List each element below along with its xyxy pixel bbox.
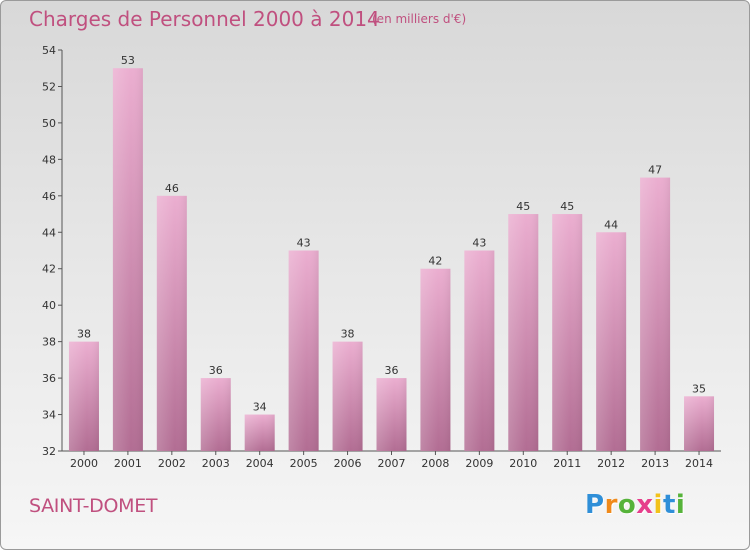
data-label: 35 <box>692 382 706 395</box>
bar-shine <box>200 378 231 451</box>
y-tick-label: 50 <box>42 117 56 130</box>
bar-shine <box>288 250 319 451</box>
bar-shine <box>684 396 715 451</box>
bar-shine <box>420 268 451 451</box>
bars-group <box>68 68 715 452</box>
data-label: 34 <box>253 401 267 414</box>
x-tick-label: 2010 <box>509 457 537 470</box>
y-tick-label: 52 <box>42 80 56 93</box>
x-tick-label: 2012 <box>597 457 625 470</box>
x-tick-label: 2004 <box>246 457 274 470</box>
x-tick-label: 2008 <box>421 457 449 470</box>
x-tick-label: 2006 <box>334 457 362 470</box>
data-label: 45 <box>560 200 574 213</box>
y-tick-label: 40 <box>42 299 56 312</box>
city-name: SAINT-DOMET <box>29 495 158 517</box>
bar-shine <box>552 214 583 451</box>
bar-shine <box>244 414 275 451</box>
bar-shine <box>464 250 495 451</box>
y-tick-label: 36 <box>42 372 56 385</box>
y-tick-label: 42 <box>42 263 56 276</box>
data-label: 42 <box>428 255 442 268</box>
x-tick-label: 2002 <box>158 457 186 470</box>
x-tick-label: 2003 <box>202 457 230 470</box>
y-tick-label: 38 <box>42 336 56 349</box>
bar-shine <box>640 177 671 451</box>
data-label: 43 <box>297 237 311 250</box>
data-label: 47 <box>648 164 662 177</box>
data-label: 38 <box>341 328 355 341</box>
data-label: 36 <box>209 364 223 377</box>
bar-shine <box>332 341 363 451</box>
y-tick-label: 44 <box>42 226 56 239</box>
labels-group: 38 2000 53 2001 46 2002 36 2003 34 2004 43 2005 38 20… <box>70 54 713 470</box>
y-tick-label: 32 <box>42 445 56 458</box>
x-tick-label: 2009 <box>465 457 493 470</box>
x-tick-label: 2011 <box>553 457 581 470</box>
x-tick-label: 2005 <box>290 457 318 470</box>
bar-shine <box>508 214 539 451</box>
data-label: 44 <box>604 218 618 231</box>
data-label: 38 <box>77 328 91 341</box>
y-tick-label: 48 <box>42 153 56 166</box>
chart-subtitle: (en milliers d'€) <box>372 12 467 26</box>
bar-shine <box>68 341 99 451</box>
bar-shine <box>112 68 143 452</box>
y-tick-label: 34 <box>42 409 56 422</box>
proxiti-logo[interactable]: Proxiti <box>585 490 686 520</box>
bar-shine <box>156 195 187 451</box>
x-tick-label: 2007 <box>378 457 406 470</box>
x-tick-label: 2013 <box>641 457 669 470</box>
data-label: 36 <box>385 364 399 377</box>
y-tick-label: 54 <box>42 44 56 57</box>
data-label: 45 <box>516 200 530 213</box>
chart-title: Charges de Personnel 2000 à 2014 <box>29 7 380 31</box>
y-tick-label: 46 <box>42 190 56 203</box>
x-tick-label: 2000 <box>70 457 98 470</box>
bar-shine <box>596 232 627 451</box>
data-label: 46 <box>165 182 179 195</box>
data-label: 53 <box>121 54 135 67</box>
axes: 32 34 36 38 40 42 44 46 48 50 52 54 <box>42 44 721 458</box>
data-label: 43 <box>472 237 486 250</box>
x-tick-label: 2014 <box>685 457 713 470</box>
bar-shine <box>376 378 407 451</box>
x-tick-label: 2001 <box>114 457 142 470</box>
